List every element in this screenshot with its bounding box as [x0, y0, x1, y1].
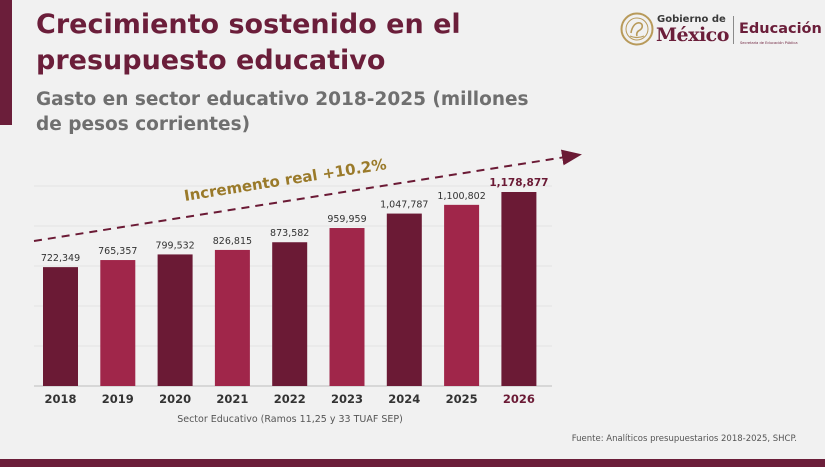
- bar-value-label-2019: 765,357: [98, 246, 137, 257]
- bar-2025: [444, 204, 480, 386]
- gobierno-educacion-logo: Gobierno de México Educación Secretaría …: [620, 12, 822, 50]
- bar-2020: [157, 254, 193, 386]
- logo-educacion-text: Educación: [739, 21, 822, 37]
- bar-2024: [386, 213, 422, 386]
- bar-2026: [501, 192, 537, 386]
- x-tick-label-2026: 2026: [503, 392, 535, 406]
- bottom-accent-band: [0, 459, 825, 467]
- x-tick-label-2025: 2025: [446, 392, 478, 406]
- bar-value-label-2024: 1,047,787: [380, 200, 428, 211]
- logo-divider: [733, 16, 734, 44]
- bar-2023: [329, 228, 365, 386]
- bar-value-label-2022: 873,582: [270, 228, 309, 239]
- bar-2019: [100, 260, 136, 386]
- bar-value-label-2026: 1,178,877: [489, 177, 548, 189]
- national-seal-icon: [620, 12, 654, 46]
- x-tick-label-2019: 2019: [102, 392, 134, 406]
- x-tick-label-2020: 2020: [159, 392, 191, 406]
- logo-gobierno-de-text: Gobierno de: [657, 14, 726, 25]
- x-tick-label-2018: 2018: [44, 392, 76, 406]
- logo-mexico-text: México: [656, 24, 729, 46]
- slide-title: Crecimiento sostenido en el presupuesto …: [36, 9, 461, 76]
- bar-value-label-2021: 826,815: [213, 236, 252, 247]
- bar-2021: [214, 249, 250, 386]
- source-note: Fuente: Analíticos presupuestarios 2018-…: [571, 434, 797, 444]
- slide-subtitle: Gasto en sector educativo 2018-2025 (mil…: [36, 89, 529, 135]
- bar-2022: [272, 242, 308, 386]
- trend-annotation: Incremento real +10.2%: [183, 155, 388, 205]
- trend-arrow: [33, 149, 582, 242]
- bar-value-label-2018: 722,349: [41, 253, 80, 264]
- x-tick-label-2024: 2024: [388, 392, 420, 406]
- logo-secretaria-text: Secretaría de Educación Pública: [740, 41, 798, 45]
- bar-value-label-2023: 959,959: [327, 214, 366, 225]
- bar-value-label-2025: 1,100,802: [437, 191, 485, 202]
- chart-caption: Sector Educativo (Ramos 11,25 y 33 TUAF …: [177, 414, 403, 425]
- x-tick-label-2022: 2022: [274, 392, 306, 406]
- bar-2018: [43, 267, 78, 386]
- x-tick-label-2023: 2023: [331, 392, 363, 406]
- bar-value-label-2020: 799,532: [155, 240, 194, 251]
- left-accent-band: [0, 0, 12, 125]
- x-tick-label-2021: 2021: [216, 392, 248, 406]
